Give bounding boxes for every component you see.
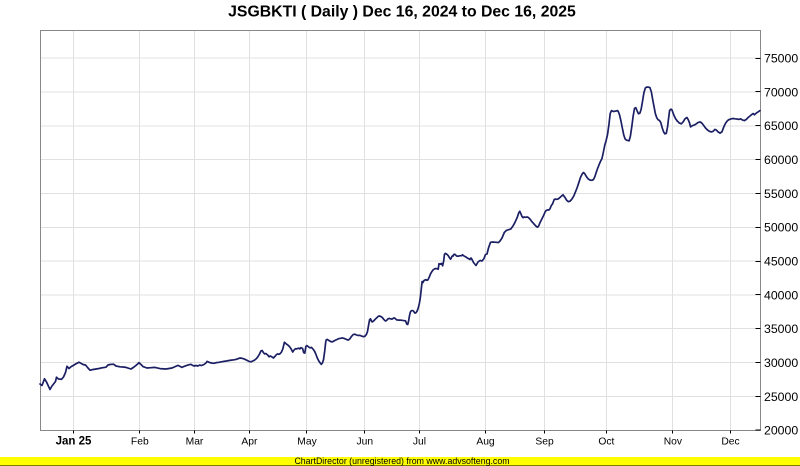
svg-text:35000: 35000 [764, 322, 798, 336]
svg-text:65000: 65000 [764, 119, 798, 133]
svg-text:30000: 30000 [764, 356, 798, 370]
svg-text:75000: 75000 [764, 52, 798, 66]
svg-text:Dec: Dec [721, 437, 739, 448]
svg-text:60000: 60000 [764, 153, 798, 167]
svg-text:50000: 50000 [764, 221, 798, 235]
svg-text:55000: 55000 [764, 187, 798, 201]
svg-text:Apr: Apr [241, 437, 258, 448]
svg-text:JSGBKTI ( Daily ) Dec 16, 2024: JSGBKTI ( Daily ) Dec 16, 2024 to Dec 16… [228, 3, 576, 20]
svg-text:Feb: Feb [131, 437, 149, 448]
svg-text:Oct: Oct [598, 437, 614, 448]
svg-text:45000: 45000 [764, 255, 798, 269]
svg-text:Nov: Nov [664, 437, 683, 448]
svg-text:May: May [297, 437, 317, 448]
svg-text:Jun: Jun [356, 437, 373, 448]
svg-text:40000: 40000 [764, 288, 798, 302]
svg-text:20000: 20000 [764, 423, 798, 437]
svg-text:25000: 25000 [764, 390, 798, 404]
svg-text:Mar: Mar [186, 437, 204, 448]
svg-text:Sep: Sep [535, 437, 554, 448]
svg-text:Jan 25: Jan 25 [56, 436, 92, 448]
svg-text:70000: 70000 [764, 85, 798, 99]
svg-text:Jul: Jul [413, 437, 426, 448]
svg-text:Aug: Aug [476, 437, 495, 448]
svg-text:ChartDirector (unregistered) f: ChartDirector (unregistered) from www.ad… [294, 456, 509, 466]
